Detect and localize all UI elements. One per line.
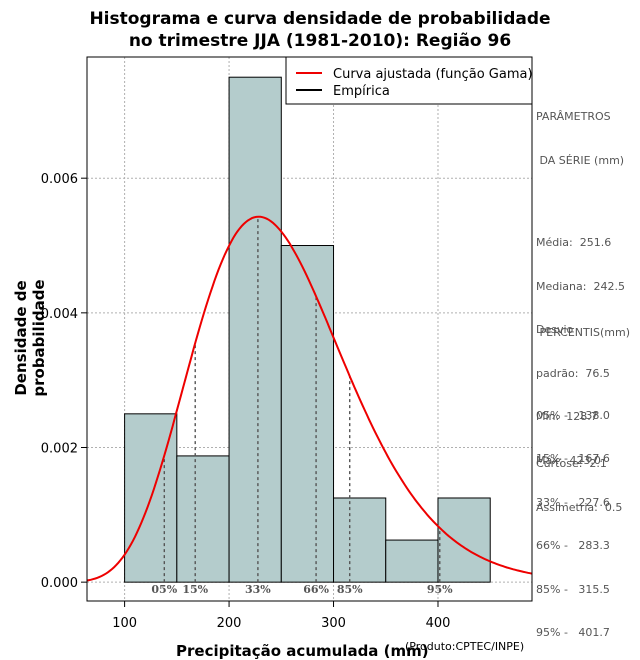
- histogram-bar-7: [437, 497, 491, 583]
- histogram-bar-5: [333, 497, 387, 583]
- percentile-label-33: 33%: [245, 583, 271, 596]
- percentile-label-85: 85%: [337, 583, 363, 596]
- histogram-bar-2: [176, 455, 230, 583]
- x-tick-label: 400: [426, 616, 451, 631]
- stat-sd-label: Desvio: [536, 323, 574, 336]
- product-credit: (Produto:CPTEC/INPE): [405, 640, 525, 653]
- percentile-label-15: 15%: [182, 583, 208, 596]
- stat-sd-value: padrão: 76.5: [536, 366, 610, 380]
- percentile-label-95: 95%: [427, 583, 453, 596]
- percentile-95: 95% - 401.7: [536, 626, 610, 639]
- x-tick-label: 300: [321, 616, 346, 631]
- percentile-33: 33% - 227.6: [536, 495, 610, 509]
- stat-min: Mín: 128.7: [536, 410, 598, 423]
- legend-label-2: Empírica: [333, 84, 390, 99]
- histogram-bar-6: [385, 539, 439, 583]
- y-tick-label: 0.006: [41, 172, 78, 187]
- percentiles-panel: PERCENTIS(mm) 05% - 138.0 15% - 167.6 33…: [536, 297, 630, 655]
- percentile-label-05: 05%: [151, 583, 177, 596]
- parameters-header-line1: PARÂMETROS: [536, 110, 611, 123]
- stat-skewness: Assimetria: 0.5: [536, 500, 623, 514]
- percentile-15: 15% - 167.6: [536, 452, 610, 465]
- chart-title-line2: no trimestre JJA (1981-2010): Região 96: [128, 31, 512, 51]
- series-parameters-panel: PARÂMETROS DA SÉRIE (mm) Média: 251.6 Me…: [536, 81, 625, 483]
- x-axis-label: Precipitação acumulada (mm): [176, 642, 429, 660]
- fitted-gamma-curve: [86, 215, 533, 582]
- stat-median: Mediana: 242.5: [536, 279, 625, 293]
- y-tick-label: 0.000: [41, 576, 78, 591]
- stat-kurtosis: Curtose: 2.1: [536, 457, 607, 470]
- percentile-label-66: 66%: [303, 583, 329, 596]
- legend: Curva ajustada (função Gama) Empírica: [285, 56, 533, 105]
- y-tick-label: 0.004: [41, 307, 78, 322]
- stat-max: Máx: 423.0: [536, 453, 601, 467]
- stat-mean: Média: 251.6: [536, 236, 612, 249]
- histogram-bar-3: [228, 76, 282, 583]
- legend-label-1: Curva ajustada (função Gama): [333, 67, 533, 82]
- x-tick-label: 100: [112, 616, 137, 631]
- y-axis-label: Densidade de probabilidade: [12, 279, 48, 397]
- legend-box: [285, 56, 533, 105]
- x-tick-label: 200: [217, 616, 242, 631]
- percentile-05: 05% - 138.0: [536, 408, 610, 422]
- percentile-66: 66% - 283.3: [536, 539, 610, 552]
- chart-title-line1: Histograma e curva densidade de probabil…: [89, 9, 551, 29]
- shape-panel: Curtose: 2.1 Assimetria: 0.5: [536, 428, 622, 530]
- percentiles-header: PERCENTIS(mm): [536, 326, 630, 339]
- percentile-85: 85% - 315.5: [536, 582, 610, 596]
- parameters-header-line2: DA SÉRIE (mm): [536, 153, 625, 167]
- y-tick-label: 0.002: [41, 441, 78, 456]
- histogram-bar-4: [280, 245, 335, 583]
